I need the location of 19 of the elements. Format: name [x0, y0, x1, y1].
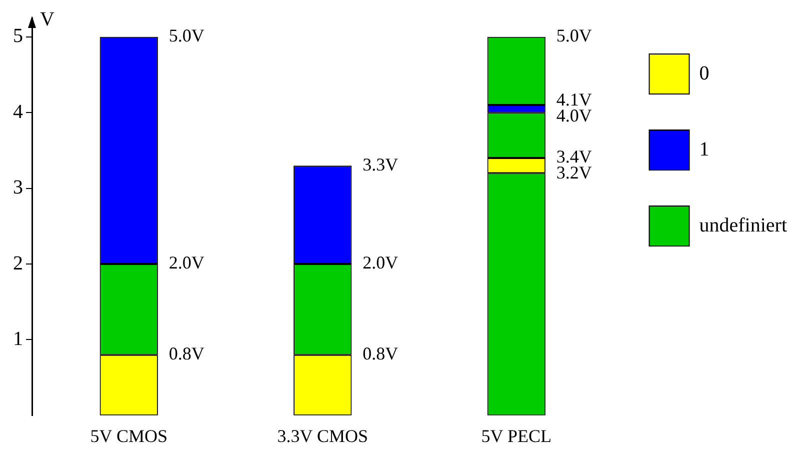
legend-label: 0 — [699, 62, 710, 84]
annotation: 0.8V — [168, 344, 204, 364]
x-tick-label: 3.3V CMOS — [277, 426, 368, 446]
y-tick-label: 4 — [13, 100, 23, 123]
y-axis-title: V — [40, 8, 55, 30]
y-tick-label: 2 — [13, 252, 23, 274]
legend-label: undefiniert — [699, 214, 788, 236]
annotation: 3.3V — [362, 154, 398, 174]
annotation: 0.8V — [362, 344, 398, 364]
annotation: 2.0V — [168, 252, 204, 273]
x-tick-label: 5V CMOS — [90, 426, 168, 446]
y-tick-label: 5 — [13, 25, 23, 48]
x-tick-label: 5V PECL — [481, 426, 552, 446]
annotation: 2.0V — [362, 252, 398, 273]
legend-label: 1 — [699, 138, 710, 160]
y-tick-label: 1 — [13, 328, 23, 350]
y-tick-label: 3 — [13, 176, 23, 199]
annotation: 5.0V — [556, 26, 592, 46]
annotation: 5.0V — [168, 26, 204, 46]
